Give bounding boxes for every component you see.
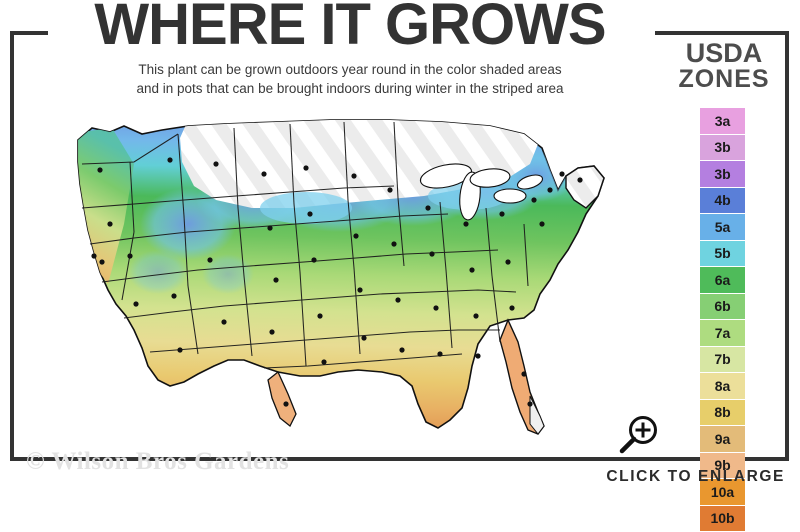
legend-title-line-1: USDA — [664, 40, 784, 66]
legend-swatch-label: 3b — [714, 167, 730, 181]
legend-swatch-3a-0: 3a — [700, 108, 745, 135]
legend-swatch-label: 6a — [715, 273, 731, 287]
legend-swatch-label: 10b — [710, 511, 734, 525]
legend-swatch-8b-11: 8b — [700, 400, 745, 427]
legend-swatch-4b-3: 4b — [700, 188, 745, 215]
click-to-enlarge-label[interactable]: CLICK TO ENLARGE — [560, 468, 785, 486]
legend-swatch-label: 9a — [715, 432, 731, 446]
legend-title: USDA ZONES — [664, 40, 784, 92]
legend-swatch-6a-6: 6a — [700, 267, 745, 294]
legend-swatch-label: 7b — [714, 352, 730, 366]
frame-top-right-edge — [655, 31, 789, 35]
hardiness-zone-map[interactable] — [38, 104, 658, 464]
watermark: © Wilson Bros Gardens — [26, 448, 289, 476]
legend-swatch-10b-15: 10b — [700, 506, 745, 532]
legend-swatch-label: 7a — [715, 326, 731, 340]
frame-right-edge — [785, 31, 789, 461]
subtitle-line-1: This plant can be grown outdoors year ro… — [45, 60, 655, 79]
legend-swatch-label: 4b — [714, 193, 730, 207]
legend-swatch-5b-5: 5b — [700, 241, 745, 268]
subtitle-line-2: and in pots that can be brought indoors … — [45, 79, 655, 98]
legend-swatch-label: 8a — [715, 379, 731, 393]
cold-zone-edge-plains — [260, 192, 352, 224]
legend-swatch-label: 5a — [715, 220, 731, 234]
map-landmass — [66, 116, 604, 434]
legend-swatch-6b-7: 6b — [700, 294, 745, 321]
legend-swatch-label: 8b — [714, 405, 730, 419]
legend-title-line-2: ZONES — [664, 66, 784, 92]
legend-swatch-label: 3b — [714, 140, 730, 154]
legend-swatch-3b-1: 3b — [700, 135, 745, 162]
legend-swatch-8a-10: 8a — [700, 373, 745, 400]
legend-swatch-9a-12: 9a — [700, 426, 745, 453]
infographic-root: WHERE IT GROWS This plant can be grown o… — [0, 0, 800, 500]
magnifier-plus-icon[interactable] — [616, 415, 662, 455]
texas-south-tip — [268, 372, 296, 426]
legend-swatch-5a-4: 5a — [700, 214, 745, 241]
legend-swatch-7b-9: 7b — [700, 347, 745, 374]
frame-left-edge — [10, 31, 14, 461]
page-title: WHERE IT GROWS — [40, 0, 660, 54]
legend-swatch-label: 3a — [715, 114, 731, 128]
legend-swatch-3b-2: 3b — [700, 161, 745, 188]
legend-swatch-label: 10a — [711, 485, 734, 499]
legend-swatch-7a-8: 7a — [700, 320, 745, 347]
page-subtitle: This plant can be grown outdoors year ro… — [45, 60, 655, 98]
legend-swatch-label: 5b — [714, 246, 730, 260]
legend-swatch-label: 6b — [714, 299, 730, 313]
